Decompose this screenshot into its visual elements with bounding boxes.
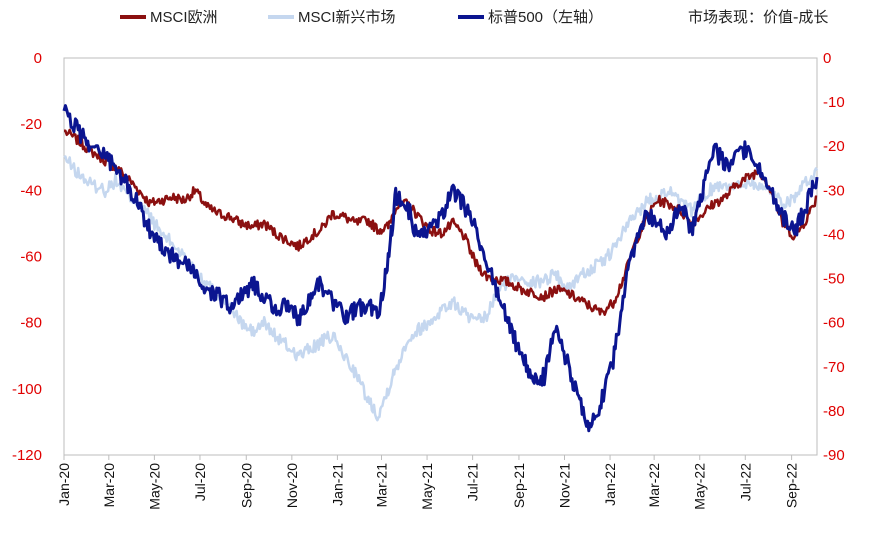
x-tick-label: Sep-20 bbox=[238, 463, 254, 508]
x-tick-label: Mar-20 bbox=[101, 463, 117, 508]
legend-item-msci-em: MSCI新兴市场 bbox=[268, 6, 396, 27]
x-tick-label: May-20 bbox=[146, 463, 162, 510]
legend-item-msci-europe: MSCI欧洲 bbox=[120, 6, 218, 27]
legend-swatch-sp500 bbox=[458, 14, 484, 19]
plot-frame bbox=[63, 57, 818, 456]
y-left-tick-label: -120 bbox=[12, 447, 42, 464]
x-tick-label: Jul-22 bbox=[737, 463, 753, 501]
y-left-tick-label: -40 bbox=[20, 182, 42, 199]
x-tick-label: Nov-20 bbox=[284, 463, 300, 508]
x-tick-label: Jul-21 bbox=[465, 463, 481, 501]
legend-label-msci-em: MSCI新兴市场 bbox=[298, 9, 396, 26]
series-line-msci-europe bbox=[64, 128, 818, 316]
series-line-sp500 bbox=[62, 104, 819, 433]
y-right-tick-label: -70 bbox=[823, 359, 845, 376]
legend-label-sp500: 标普500（左轴） bbox=[488, 9, 604, 26]
y-left-tick-label: -80 bbox=[20, 315, 42, 332]
y-right-tick-label: 0 bbox=[823, 50, 831, 67]
legend-label-msci-europe: MSCI欧洲 bbox=[150, 9, 218, 26]
x-tick-label: Jan-22 bbox=[602, 463, 618, 506]
chart-legend: MSCI欧洲 MSCI新兴市场 标普500（左轴） bbox=[0, 6, 877, 32]
x-tick-label: Sep-21 bbox=[511, 463, 527, 508]
y-left-tick-label: 0 bbox=[34, 50, 42, 67]
x-tick-label: May-22 bbox=[692, 463, 708, 510]
y-right-tick-label: -60 bbox=[823, 315, 845, 332]
y-right-tick-label: -10 bbox=[823, 94, 845, 111]
x-tick-label: Jan-20 bbox=[56, 463, 72, 506]
y-left-tick-label: -20 bbox=[20, 116, 42, 133]
x-tick-label: Sep-22 bbox=[784, 463, 800, 508]
y-right-tick-label: -50 bbox=[823, 271, 845, 288]
legend-swatch-msci-europe bbox=[120, 14, 146, 19]
x-tick-label: Jul-20 bbox=[192, 463, 208, 501]
legend-item-sp500: 标普500（左轴） bbox=[458, 6, 603, 27]
y-right-tick-label: -30 bbox=[823, 182, 845, 199]
x-tick-label: Mar-21 bbox=[373, 463, 389, 508]
y-right-tick-label: -90 bbox=[823, 447, 845, 464]
y-right-tick-label: -20 bbox=[823, 138, 845, 155]
y-left-tick-label: -100 bbox=[12, 381, 42, 398]
y-right-tick-label: -80 bbox=[823, 403, 845, 420]
x-tick-label: Mar-22 bbox=[646, 463, 662, 508]
x-tick-label: May-21 bbox=[419, 463, 435, 510]
chart-note: 市场表现：价值-成长 bbox=[688, 8, 829, 26]
y-left-tick-label: -60 bbox=[20, 249, 42, 266]
x-tick-label: Jan-21 bbox=[329, 463, 345, 506]
y-right-tick-label: -40 bbox=[823, 226, 845, 243]
x-tick-label: Nov-21 bbox=[557, 463, 573, 508]
legend-swatch-msci-em bbox=[268, 14, 294, 19]
